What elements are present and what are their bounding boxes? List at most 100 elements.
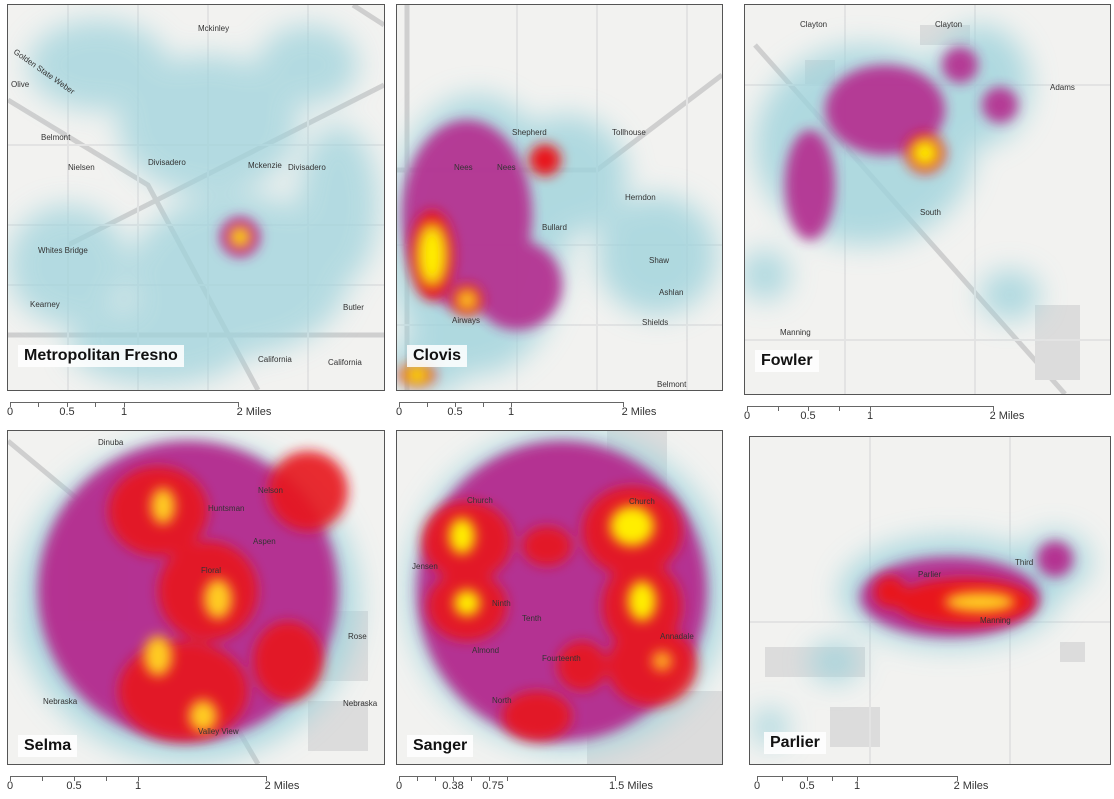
svg-text:Rose: Rose [348, 632, 367, 641]
svg-text:Belmont: Belmont [657, 380, 687, 389]
svg-text:Valley View: Valley View [198, 727, 239, 736]
scale-label: 0 [743, 410, 751, 422]
svg-text:Herndon: Herndon [625, 193, 656, 202]
scale-label: 0.5 [799, 780, 815, 792]
svg-text:Tenth: Tenth [522, 614, 542, 623]
svg-text:Fourteenth: Fourteenth [542, 654, 581, 663]
svg-text:Nees: Nees [454, 163, 473, 172]
heatmap-selma: Dinuba Huntsman Nelson Aspen Floral Rose… [8, 431, 384, 764]
heatmap-fresno: Mckinley Golden State Weber Olive Belmon… [8, 5, 384, 390]
scale-bar-sanger: 0 0.38 0.75 1.5 Miles [396, 770, 669, 796]
scale-label: 0 [6, 780, 14, 792]
panel-title-selma: Selma [18, 735, 78, 757]
svg-text:Nielsen: Nielsen [68, 163, 95, 172]
svg-text:Divisadero: Divisadero [148, 158, 186, 167]
scale-label: 2 Miles [989, 410, 1025, 422]
scale-label: 1 [120, 406, 128, 418]
svg-text:Divisadero: Divisadero [288, 163, 326, 172]
svg-text:Floral: Floral [201, 566, 221, 575]
scale-label: 0.5 [59, 406, 75, 418]
svg-text:Jensen: Jensen [412, 562, 438, 571]
svg-text:Butler: Butler [343, 303, 364, 312]
scale-label: 2 Miles [953, 780, 989, 792]
scale-label: 2 Miles [264, 780, 300, 792]
scale-label: 1 [866, 410, 874, 422]
panel-title-fowler: Fowler [755, 350, 819, 372]
svg-text:Airways: Airways [452, 316, 480, 325]
panel-title-fresno: Metropolitan Fresno [18, 345, 184, 367]
map-panel-sanger[interactable]: Church Church Jensen Ninth Tenth Almond … [396, 430, 723, 765]
svg-text:Kearney: Kearney [30, 300, 60, 309]
map-panel-selma[interactable]: Dinuba Huntsman Nelson Aspen Floral Rose… [7, 430, 385, 765]
svg-text:Parlier: Parlier [918, 570, 941, 579]
scale-label: 1.5 Miles [608, 780, 654, 792]
svg-text:Church: Church [467, 496, 493, 505]
svg-text:Clayton: Clayton [800, 20, 827, 29]
svg-text:Aspen: Aspen [253, 537, 276, 546]
svg-text:Manning: Manning [980, 616, 1011, 625]
scale-label: 0 [395, 406, 403, 418]
scale-bar-selma: 0 0.5 1 2 Miles [6, 770, 320, 796]
street-labels-parlier: Third Parlier Manning [918, 558, 1033, 625]
svg-text:Shields: Shields [642, 318, 668, 327]
street-labels-sanger: Church Church Jensen Ninth Tenth Almond … [412, 496, 694, 705]
street-labels-fowler: Clayton Clayton Adams South Manning [780, 20, 1075, 337]
svg-text:Dinuba: Dinuba [98, 438, 124, 447]
svg-text:Whites Bridge: Whites Bridge [38, 246, 88, 255]
map-panel-clovis[interactable]: Shepherd Tollhouse Nees Nees Herndon Bul… [396, 4, 723, 391]
svg-text:Bullard: Bullard [542, 223, 567, 232]
svg-text:Shaw: Shaw [649, 256, 669, 265]
svg-text:Manning: Manning [780, 328, 811, 337]
svg-text:Mckinley: Mckinley [198, 24, 229, 33]
panel-title-sanger: Sanger [407, 735, 474, 757]
scale-label: 1 [853, 780, 861, 792]
scale-bar-fresno: 0 0.5 1 2 Miles [6, 396, 272, 422]
map-panel-parlier[interactable]: Third Parlier Manning Parlier [749, 436, 1111, 765]
heatmap-sanger: Church Church Jensen Ninth Tenth Almond … [397, 431, 722, 764]
scale-label: 0.75 [482, 780, 504, 792]
scale-label: 0.5 [800, 410, 816, 422]
svg-text:Church: Church [629, 497, 655, 506]
svg-text:Almond: Almond [472, 646, 499, 655]
panel-title-clovis: Clovis [407, 345, 468, 367]
svg-text:Ashlan: Ashlan [659, 288, 683, 297]
panel-title-parlier: Parlier [764, 732, 826, 754]
svg-text:Nebraska: Nebraska [43, 697, 78, 706]
map-panel-fowler[interactable]: Clayton Clayton Adams South Manning Fowl… [744, 4, 1111, 395]
street-labels-clovis: Shepherd Tollhouse Nees Nees Herndon Bul… [452, 128, 687, 389]
svg-text:California: California [258, 355, 292, 364]
scale-label: 2 Miles [236, 406, 272, 418]
heatmap-clovis: Shepherd Tollhouse Nees Nees Herndon Bul… [397, 5, 722, 390]
scale-label: 2 Miles [621, 406, 657, 418]
svg-text:Nees: Nees [497, 163, 516, 172]
svg-text:California: California [328, 358, 362, 367]
svg-text:Tollhouse: Tollhouse [612, 128, 646, 137]
scale-label: 0.5 [447, 406, 463, 418]
scale-label: 1 [134, 780, 142, 792]
svg-text:Nelson: Nelson [258, 486, 283, 495]
scale-label: 0 [753, 780, 761, 792]
svg-text:North: North [492, 696, 512, 705]
scale-label: 1 [507, 406, 515, 418]
svg-text:Clayton: Clayton [935, 20, 962, 29]
scale-label: 0 [6, 406, 14, 418]
svg-text:Ninth: Ninth [492, 599, 511, 608]
svg-text:Shepherd: Shepherd [512, 128, 547, 137]
scale-bar-parlier: 0 0.5 1 2 Miles [753, 770, 1007, 796]
svg-text:Nebraska: Nebraska [343, 699, 378, 708]
heatmap-parlier: Third Parlier Manning [750, 437, 1110, 764]
svg-text:Annadale: Annadale [660, 632, 694, 641]
scale-label: 0.5 [66, 780, 82, 792]
heatmap-fowler: Clayton Clayton Adams South Manning [745, 5, 1110, 394]
scale-label: 0.38 [442, 780, 464, 792]
svg-text:Mckenzie: Mckenzie [248, 161, 282, 170]
svg-text:Third: Third [1015, 558, 1033, 567]
svg-text:Adams: Adams [1050, 83, 1075, 92]
svg-text:South: South [920, 208, 941, 217]
scale-bar-clovis: 0 0.5 1 2 Miles [395, 396, 679, 422]
street-labels-selma: Dinuba Huntsman Nelson Aspen Floral Rose… [43, 438, 378, 736]
svg-text:Belmont: Belmont [41, 133, 71, 142]
scale-bar-fowler: 0 0.5 1 2 Miles [743, 400, 1047, 426]
map-panel-fresno[interactable]: Mckinley Golden State Weber Olive Belmon… [7, 4, 385, 391]
svg-text:Olive: Olive [11, 80, 30, 89]
